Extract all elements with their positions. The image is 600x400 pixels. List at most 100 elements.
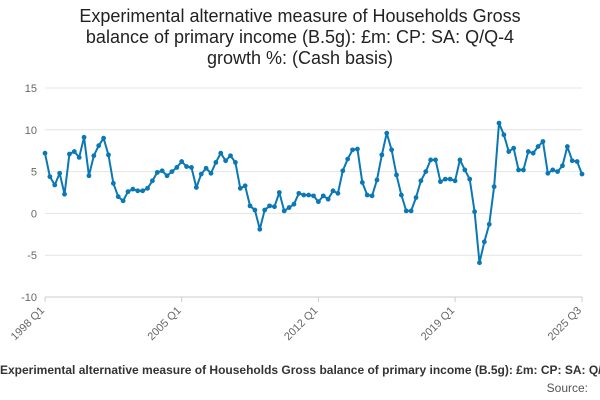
data-point[interactable] (564, 144, 570, 149)
data-point[interactable] (213, 160, 219, 165)
data-point[interactable] (340, 168, 346, 174)
data-point[interactable] (535, 144, 541, 149)
data-point[interactable] (335, 190, 341, 196)
data-point[interactable] (145, 185, 150, 191)
data-point[interactable] (262, 207, 268, 213)
data-point[interactable] (462, 167, 468, 173)
data-point[interactable] (169, 169, 175, 175)
data-point[interactable] (550, 167, 556, 173)
data-point[interactable] (184, 164, 189, 169)
data-point[interactable] (433, 157, 438, 163)
data-point[interactable] (560, 163, 565, 169)
data-point[interactable] (106, 152, 111, 158)
data-point[interactable] (140, 188, 146, 194)
data-point[interactable] (374, 177, 380, 183)
data-point[interactable] (350, 147, 355, 153)
data-point[interactable] (135, 188, 141, 194)
data-point[interactable] (57, 170, 63, 176)
data-point[interactable] (203, 165, 209, 171)
data-point[interactable] (296, 190, 302, 196)
data-point[interactable] (355, 146, 360, 152)
data-point[interactable] (403, 208, 409, 214)
data-point[interactable] (115, 194, 121, 200)
data-point[interactable] (525, 149, 531, 154)
data-point[interactable] (477, 260, 482, 266)
data-point[interactable] (379, 152, 385, 158)
data-point[interactable] (276, 190, 282, 195)
data-point[interactable] (530, 150, 536, 156)
data-point[interactable] (418, 178, 424, 184)
data-point[interactable] (389, 147, 395, 153)
data-point[interactable] (511, 145, 517, 151)
data-point[interactable] (540, 139, 546, 144)
data-point[interactable] (286, 205, 292, 210)
data-point[interactable] (569, 158, 575, 164)
data-point[interactable] (545, 170, 551, 176)
data-point[interactable] (394, 172, 399, 178)
data-point[interactable] (472, 209, 477, 215)
data-point[interactable] (218, 150, 224, 156)
data-point[interactable] (325, 196, 331, 202)
data-point[interactable] (164, 173, 170, 179)
data-point[interactable] (62, 191, 67, 197)
data-point[interactable] (311, 193, 316, 199)
data-point[interactable] (257, 226, 263, 232)
data-point[interactable] (516, 167, 521, 173)
data-point[interactable] (130, 186, 136, 192)
data-point[interactable] (154, 170, 160, 175)
data-point[interactable] (306, 192, 312, 198)
data-point[interactable] (384, 130, 390, 136)
data-point[interactable] (364, 192, 370, 198)
data-point[interactable] (447, 176, 453, 182)
data-point[interactable] (96, 143, 102, 149)
data-point[interactable] (242, 183, 248, 189)
data-point[interactable] (486, 221, 492, 227)
data-point[interactable] (110, 180, 116, 186)
data-point[interactable] (67, 151, 72, 157)
data-point[interactable] (267, 203, 272, 209)
data-point[interactable] (232, 160, 238, 165)
data-point[interactable] (81, 134, 87, 140)
data-point[interactable] (506, 149, 512, 154)
data-point[interactable] (521, 167, 526, 173)
data-point[interactable] (198, 171, 204, 177)
data-point[interactable] (369, 193, 375, 199)
data-point[interactable] (467, 176, 473, 182)
data-point[interactable] (481, 239, 487, 245)
data-point[interactable] (291, 201, 297, 207)
data-point[interactable] (359, 180, 365, 185)
data-point[interactable] (125, 189, 131, 195)
data-point[interactable] (193, 185, 199, 190)
data-point[interactable] (179, 159, 185, 164)
data-point[interactable] (281, 208, 287, 214)
data-point[interactable] (345, 156, 351, 162)
data-point[interactable] (555, 169, 560, 175)
data-point[interactable] (452, 178, 458, 184)
data-point[interactable] (223, 158, 229, 164)
data-point[interactable] (252, 207, 258, 213)
data-point[interactable] (413, 195, 419, 200)
data-point[interactable] (491, 184, 497, 190)
data-point[interactable] (76, 154, 82, 160)
data-point[interactable] (159, 168, 165, 174)
data-point[interactable] (228, 153, 233, 159)
data-point[interactable] (457, 157, 463, 163)
data-point[interactable] (189, 165, 194, 170)
data-point[interactable] (438, 179, 443, 185)
data-point[interactable] (330, 188, 336, 194)
data-point[interactable] (247, 203, 253, 209)
data-point[interactable] (208, 170, 214, 176)
data-point[interactable] (237, 185, 243, 191)
data-point[interactable] (174, 165, 180, 170)
data-point[interactable] (315, 199, 321, 205)
data-point[interactable] (71, 149, 77, 154)
data-point[interactable] (150, 178, 155, 184)
data-point[interactable] (86, 173, 92, 179)
data-point[interactable] (574, 159, 580, 164)
data-point[interactable] (408, 208, 414, 214)
data-point[interactable] (42, 150, 48, 156)
data-point[interactable] (398, 192, 404, 198)
data-point[interactable] (428, 157, 434, 163)
data-point[interactable] (272, 204, 277, 210)
data-point[interactable] (52, 182, 58, 188)
